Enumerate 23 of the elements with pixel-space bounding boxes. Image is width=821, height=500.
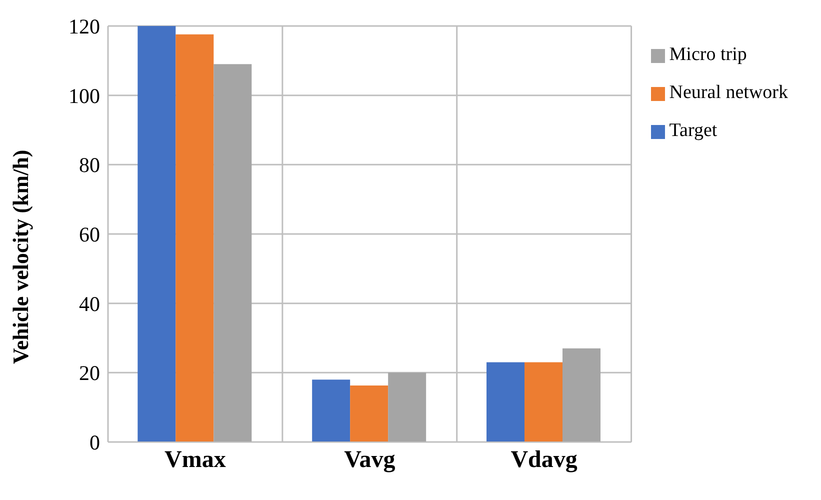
bar bbox=[138, 26, 176, 442]
bar bbox=[388, 372, 426, 442]
bar bbox=[486, 362, 525, 442]
y-axis-title: Vehicle velocity (km/h) bbox=[8, 150, 33, 364]
x-tick-label: Vavg bbox=[344, 447, 396, 474]
bar bbox=[312, 380, 350, 442]
legend-label: Target bbox=[669, 120, 718, 141]
y-tick-label: 40 bbox=[79, 292, 100, 316]
x-tick-label: Vdavg bbox=[510, 447, 578, 474]
bar bbox=[350, 385, 388, 442]
legend-label: Neural network bbox=[669, 82, 788, 103]
y-tick-label: 120 bbox=[68, 14, 100, 38]
y-tick-label: 100 bbox=[68, 84, 100, 108]
x-tick-label: Vmax bbox=[164, 447, 226, 474]
y-tick-label: 0 bbox=[90, 430, 100, 454]
y-tick-label: 20 bbox=[79, 361, 100, 386]
y-tick-label: 80 bbox=[79, 153, 100, 178]
bar bbox=[214, 64, 252, 442]
y-tick-label: 60 bbox=[79, 222, 100, 246]
bar bbox=[176, 34, 214, 442]
bar bbox=[562, 348, 601, 442]
bar bbox=[524, 362, 563, 442]
legend-label: Micro trip bbox=[669, 44, 747, 65]
